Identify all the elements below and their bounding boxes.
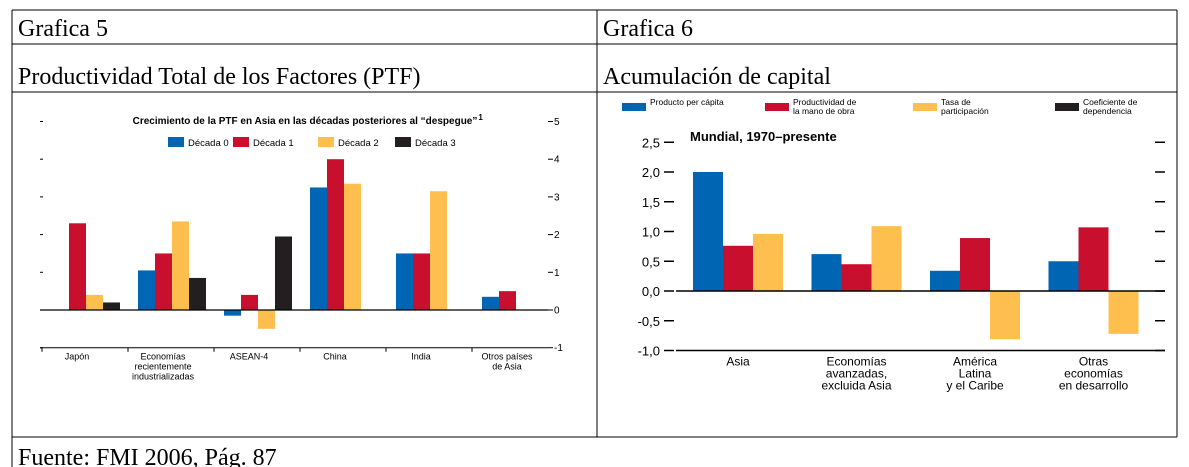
bar xyxy=(344,183,361,310)
x-tick-label: economías xyxy=(1064,367,1123,381)
legend-item: Productividad de la mano de obra xyxy=(793,98,857,116)
bar xyxy=(1048,261,1079,291)
bar xyxy=(327,159,344,310)
y-tick-label: 2 xyxy=(554,230,560,241)
y-tick-label: 1,5 xyxy=(642,195,660,210)
x-tick-label: Japón xyxy=(65,352,90,362)
bar xyxy=(413,253,430,310)
y-tick-label: 2,5 xyxy=(642,135,660,150)
bar xyxy=(753,233,783,291)
y-tick-label: 1 xyxy=(554,268,560,279)
legend-label: Tasa de participación xyxy=(941,98,989,116)
legend-swatch xyxy=(622,103,646,111)
chart-title: Mundial, 1970–presente xyxy=(690,129,837,144)
x-tick-label: Otros países xyxy=(481,352,533,362)
bar xyxy=(103,302,120,310)
chart: -1 0 1 2 3 4 5 Crecimiento de la PTF en Asia en… xyxy=(40,113,563,382)
bar xyxy=(258,310,275,329)
x-tick-label: industrializadas xyxy=(132,372,195,382)
x-tick-label: Latina xyxy=(959,367,992,381)
y-tick-label: -0,5 xyxy=(638,314,660,329)
legend-label: Producto per cápita xyxy=(650,98,724,107)
bar xyxy=(241,294,258,310)
legend-label: Coeficiente de dependencia xyxy=(1083,98,1138,116)
bar xyxy=(275,236,292,310)
chart-title: Crecimiento de la PTF en Asia en las déc… xyxy=(133,116,478,127)
bar xyxy=(811,254,842,291)
bar xyxy=(69,223,86,310)
legend-label: Productividad de la mano de obra xyxy=(793,98,857,116)
legend-swatch xyxy=(168,137,184,147)
footer: Fuente: FMI 2006, Pág. 87 xyxy=(18,445,277,467)
bar xyxy=(482,296,499,310)
bar xyxy=(138,270,155,310)
x-tick-label: de Asia xyxy=(492,362,522,372)
legend-swatch xyxy=(395,137,411,147)
y-tick-label: 0,5 xyxy=(642,254,660,269)
x-tick-label: avanzadas, xyxy=(826,367,887,381)
legend-swatch xyxy=(765,103,789,111)
x-tick-label: China xyxy=(323,352,347,362)
legend-swatch xyxy=(1055,103,1079,111)
x-tick-label: Economías xyxy=(826,355,886,369)
x-tick-label: excluida Asia xyxy=(821,379,891,393)
bar xyxy=(430,191,447,310)
y-tick-label: 3 xyxy=(554,192,560,203)
legend-swatch xyxy=(318,137,334,147)
bar xyxy=(310,187,327,310)
bar xyxy=(396,253,413,310)
x-tick-label: Otras xyxy=(1079,355,1108,369)
x-tick-label: América xyxy=(953,355,997,369)
legend-label: Década 3 xyxy=(415,138,456,149)
bar xyxy=(1078,227,1109,291)
legend-swatch xyxy=(913,103,937,111)
y-tick-label: 1,0 xyxy=(642,225,660,240)
chart: -1,0 -0,5 0,0 0,5 1,0 1,5 2,0 2,5 Mundial, 1970–… xyxy=(622,98,1165,393)
x-tick-label: y el Caribe xyxy=(946,379,1004,393)
cell: Productividad Total de los Factores (PTF… xyxy=(18,64,421,90)
bar xyxy=(960,238,990,291)
legend-item: Producto per cápita xyxy=(650,98,724,107)
y-tick-label: 0 xyxy=(554,306,560,317)
bar xyxy=(930,270,960,291)
bar xyxy=(86,294,103,310)
x-tick-label: ASEAN-4 xyxy=(230,352,269,362)
bar xyxy=(841,264,872,291)
bar xyxy=(155,253,172,310)
x-tick-label: recientemente xyxy=(134,362,191,372)
title-note: 1 xyxy=(478,113,483,122)
bar xyxy=(189,277,206,310)
legend-item: Tasa de participación xyxy=(941,98,989,116)
legend-label: Década 1 xyxy=(253,138,294,149)
y-tick-label: 5 xyxy=(554,117,560,128)
bar xyxy=(871,226,902,291)
y-tick-label: 0,0 xyxy=(642,284,660,299)
cell: Acumulación de capital xyxy=(603,64,831,90)
x-tick-label: Asia xyxy=(726,355,750,369)
bar xyxy=(723,245,753,291)
y-tick-label: 2,0 xyxy=(642,165,660,180)
cell: Grafica 5 xyxy=(18,16,108,42)
y-tick-label: 4 xyxy=(554,155,560,166)
y-tick-label: -1,0 xyxy=(638,344,660,359)
y-tick-label: -1 xyxy=(554,343,563,354)
x-tick-label: en desarrollo xyxy=(1059,379,1129,393)
legend-item: Coeficiente de dependencia xyxy=(1083,98,1138,116)
bar xyxy=(172,221,189,310)
x-tick-label: India xyxy=(411,352,431,362)
legend-label: Década 0 xyxy=(188,138,229,149)
bar xyxy=(1108,291,1139,334)
legend-swatch xyxy=(233,137,249,147)
bar xyxy=(693,172,723,291)
cell: Grafica 6 xyxy=(603,16,693,42)
x-tick-label: Economías xyxy=(140,352,186,362)
bar xyxy=(224,310,241,316)
legend-label: Década 2 xyxy=(338,138,379,149)
bar xyxy=(990,291,1020,340)
bar xyxy=(499,291,516,310)
